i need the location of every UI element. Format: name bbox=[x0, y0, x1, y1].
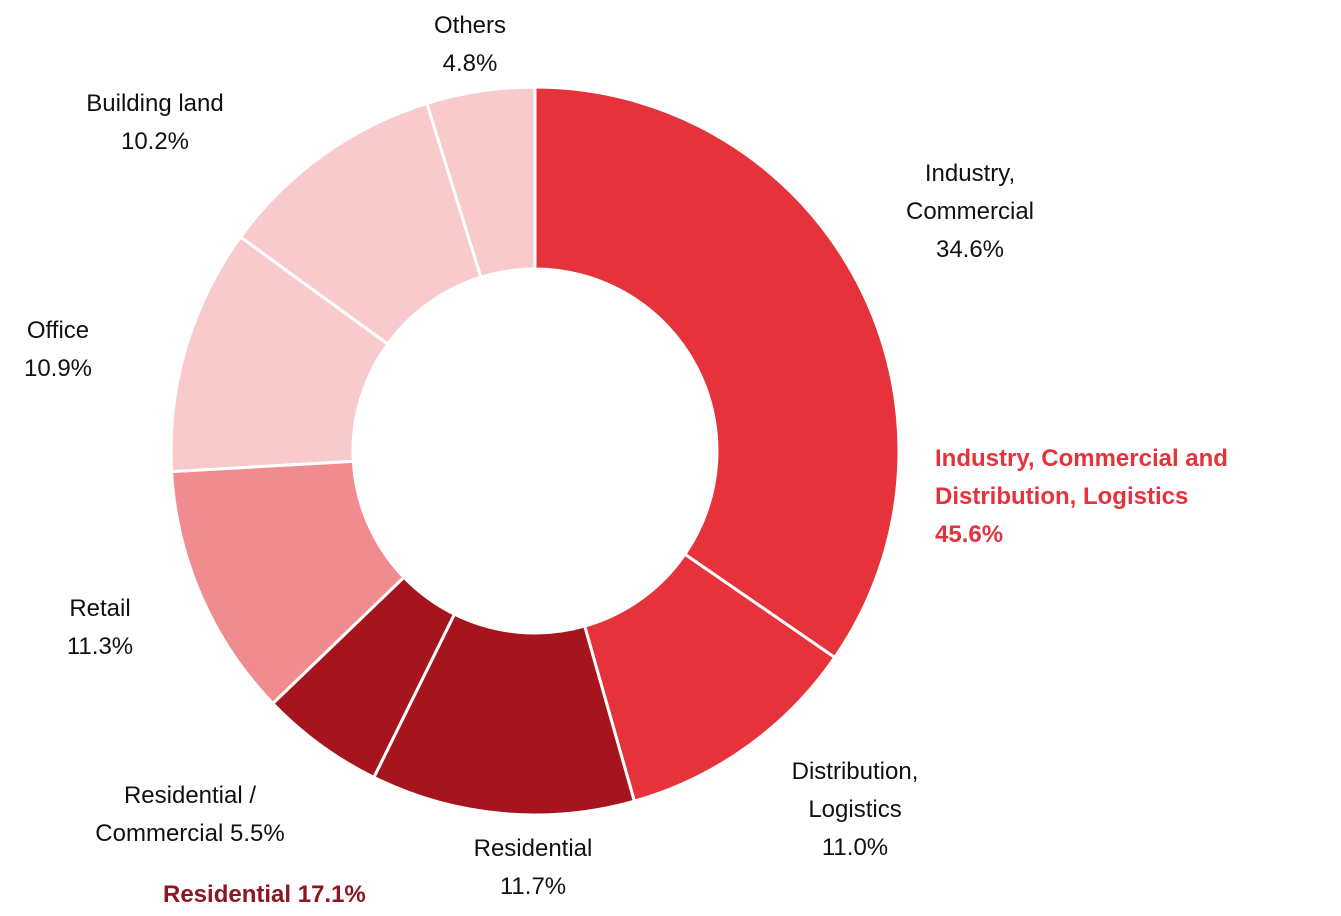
slice-label: Industry, Commercial 34.6% bbox=[890, 155, 1050, 269]
donut-slice bbox=[424, 85, 537, 280]
slice-name: Office bbox=[26, 317, 90, 344]
slice-value: 11.3% bbox=[66, 633, 134, 660]
slice-name: Building land bbox=[86, 90, 224, 117]
group-value: 45.6% bbox=[935, 521, 1004, 548]
slice-label: Distribution, Logistics 11.0% bbox=[760, 753, 950, 867]
slice-label: Others 4.8% bbox=[410, 7, 530, 83]
slice-label: Residential 11.7% bbox=[443, 830, 623, 906]
slice-label: Retail 11.3% bbox=[40, 590, 160, 666]
group-name: Industry, Commercial and Distribution, L… bbox=[935, 445, 1228, 510]
donut-slice bbox=[533, 85, 901, 660]
group-name: Residential bbox=[163, 881, 292, 908]
slice-name: Residential / Commercial bbox=[95, 782, 257, 847]
donut-slice bbox=[371, 612, 637, 817]
slice-value: 5.5% bbox=[229, 820, 285, 847]
slice-name: Distribution, Logistics bbox=[791, 758, 919, 823]
group-value: 17.1% bbox=[297, 881, 366, 908]
slice-label: Building land 10.2% bbox=[45, 85, 265, 161]
slice-label: Residential / Commercial 5.5% bbox=[60, 777, 320, 853]
group-total: Residential 17.1% bbox=[163, 876, 463, 914]
slice-value: 34.6% bbox=[935, 236, 1005, 263]
slice-value: 4.8% bbox=[442, 50, 498, 77]
slice-name: Retail bbox=[69, 595, 131, 622]
donut-slice bbox=[169, 459, 407, 706]
slice-value: 11.0% bbox=[821, 834, 889, 861]
slice-name: Others bbox=[433, 12, 507, 39]
slice-value: 10.2% bbox=[120, 128, 190, 155]
slice-name: Residential bbox=[473, 835, 593, 862]
slice-value: 10.9% bbox=[23, 355, 93, 382]
slice-label: Office 10.9% bbox=[3, 312, 113, 388]
group-total: Industry, Commercial and Distribution, L… bbox=[935, 440, 1335, 554]
slice-value: 11.7% bbox=[499, 873, 567, 900]
slice-name: Industry, Commercial bbox=[905, 160, 1034, 225]
